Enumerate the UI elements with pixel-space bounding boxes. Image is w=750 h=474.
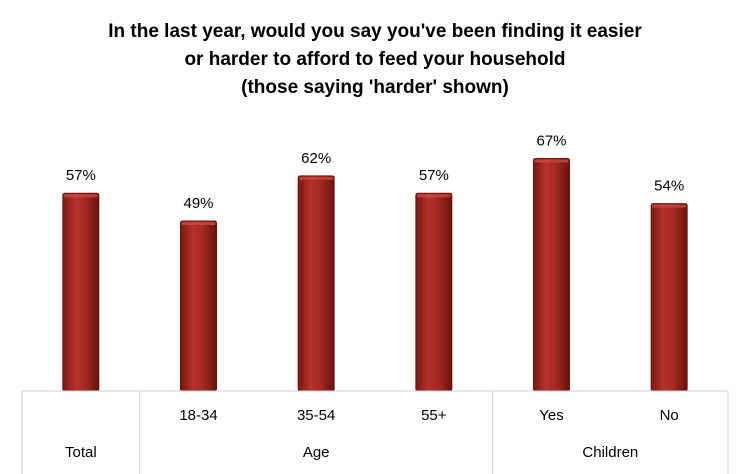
bar-body-4	[533, 158, 570, 392]
chart-title-line-3: (those saying 'harder' shown)	[241, 77, 509, 98]
bar-cap-2	[299, 176, 334, 180]
bar-body-3	[415, 192, 453, 392]
bar-cap-4	[534, 159, 569, 163]
data-label-4: 67%	[536, 133, 566, 150]
bar-body-0	[62, 192, 100, 392]
bar-cap-1	[181, 221, 216, 225]
bar-5	[650, 203, 688, 392]
bar-body-2	[297, 175, 335, 392]
category-label-5: No	[660, 407, 679, 424]
category-label-4: Yes	[539, 407, 563, 424]
group-label-2: Children	[582, 444, 638, 461]
data-label-5: 54%	[654, 178, 684, 195]
group-label-1: Age	[303, 444, 330, 461]
bars: 57% 49% 62% 57% 67% 54%	[62, 133, 688, 392]
bar-cap-0	[63, 194, 98, 198]
bar-4	[533, 158, 570, 392]
bar-2	[297, 175, 335, 392]
bar-cap-3	[416, 194, 451, 198]
data-label-2: 62%	[301, 150, 331, 167]
data-label-3: 57%	[419, 167, 449, 184]
chart-title: In the last year, would you say you've b…	[108, 21, 642, 98]
bar-body-1	[180, 220, 217, 392]
group-label-0: Total	[65, 444, 97, 461]
category-label-2: 35-54	[297, 407, 335, 424]
category-label-1: 18-34	[179, 407, 217, 424]
chart-title-line-1: In the last year, would you say you've b…	[108, 21, 642, 42]
data-label-0: 57%	[66, 167, 96, 184]
chart-title-line-2: or harder to afford to feed your househo…	[184, 49, 565, 70]
bar-0	[62, 192, 100, 392]
category-label-3: 55+	[421, 407, 447, 424]
bar-cap-5	[652, 204, 687, 208]
bar-body-5	[650, 203, 688, 392]
bar-3	[415, 192, 453, 392]
data-label-1: 49%	[183, 195, 213, 212]
category-axis: 18-34 35-54 55+ Yes No Total Age Children	[21, 390, 729, 474]
bar-1	[180, 220, 217, 392]
